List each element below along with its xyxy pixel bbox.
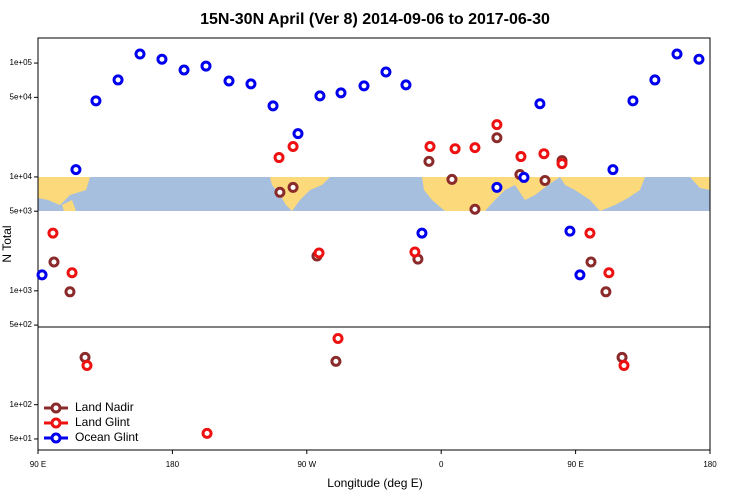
y-tick-label: 5e+03 — [10, 206, 33, 215]
point — [287, 141, 299, 153]
point — [607, 164, 619, 176]
point — [66, 267, 78, 279]
legend-label: Ocean Glint — [75, 430, 139, 444]
point — [584, 227, 596, 239]
point — [409, 246, 421, 258]
legend-label: Land Nadir — [75, 400, 134, 414]
y-tick-label: 5e+04 — [10, 92, 33, 101]
point — [330, 355, 342, 367]
y-tick-label: 1e+02 — [10, 400, 33, 409]
point — [585, 256, 597, 268]
point — [627, 95, 639, 107]
point — [314, 90, 326, 102]
point — [518, 171, 530, 183]
point — [491, 181, 503, 193]
point — [70, 164, 82, 176]
point — [469, 142, 481, 154]
point — [534, 98, 546, 110]
point — [564, 225, 576, 237]
point — [90, 95, 102, 107]
legend-marker — [50, 417, 62, 429]
point — [47, 227, 59, 239]
x-tick-label: 180 — [166, 460, 180, 469]
point — [156, 53, 168, 65]
x-tick-label: 90 E — [567, 460, 583, 469]
point — [273, 152, 285, 164]
x-tick-label: 90 W — [297, 460, 316, 469]
point — [267, 100, 279, 112]
y-tick-label: 1e+05 — [10, 58, 33, 67]
point — [380, 66, 392, 78]
x-tick-label: 180 — [703, 460, 717, 469]
point — [332, 333, 344, 345]
point — [335, 87, 347, 99]
y-tick-label: 1e+03 — [10, 286, 33, 295]
point — [693, 53, 705, 65]
point — [539, 174, 551, 186]
point — [287, 181, 299, 193]
x-tick-label: 90 E — [30, 460, 46, 469]
point — [491, 132, 503, 144]
point — [469, 203, 481, 215]
y-axis-label: N Total — [0, 225, 14, 262]
point — [618, 359, 630, 371]
legend-marker — [50, 402, 62, 414]
point — [274, 186, 286, 198]
plot-frame — [37, 37, 711, 451]
point — [416, 227, 428, 239]
point — [36, 269, 48, 281]
point — [313, 247, 325, 259]
point — [515, 151, 527, 163]
point — [603, 267, 615, 279]
point — [200, 60, 212, 72]
point — [538, 148, 550, 160]
chart-title: 15N-30N April (Ver 8) 2014-09-06 to 2017… — [200, 11, 550, 28]
map-band — [38, 177, 710, 211]
point — [649, 74, 661, 86]
point — [449, 143, 461, 155]
point — [64, 286, 76, 298]
point — [245, 78, 257, 90]
point — [671, 48, 683, 60]
point — [223, 75, 235, 87]
point — [178, 64, 190, 76]
point — [134, 48, 146, 60]
point — [424, 141, 436, 153]
point — [574, 269, 586, 281]
y-tick-label: 1e+04 — [10, 172, 33, 181]
legend-marker — [50, 432, 62, 444]
point — [358, 80, 370, 92]
point — [81, 359, 93, 371]
x-tick-label: 0 — [439, 460, 444, 469]
point — [201, 427, 213, 439]
point — [48, 256, 60, 268]
y-tick-label: 5e+01 — [10, 434, 33, 443]
point — [112, 74, 124, 86]
point — [556, 158, 568, 170]
point — [292, 128, 304, 140]
point — [423, 155, 435, 167]
point — [400, 79, 412, 91]
point — [446, 173, 458, 185]
legend-label: Land Glint — [75, 415, 130, 429]
point — [600, 286, 612, 298]
point — [491, 119, 503, 131]
y-tick-label: 5e+02 — [10, 320, 33, 329]
x-axis-label: Longitude (deg E) — [327, 476, 422, 490]
